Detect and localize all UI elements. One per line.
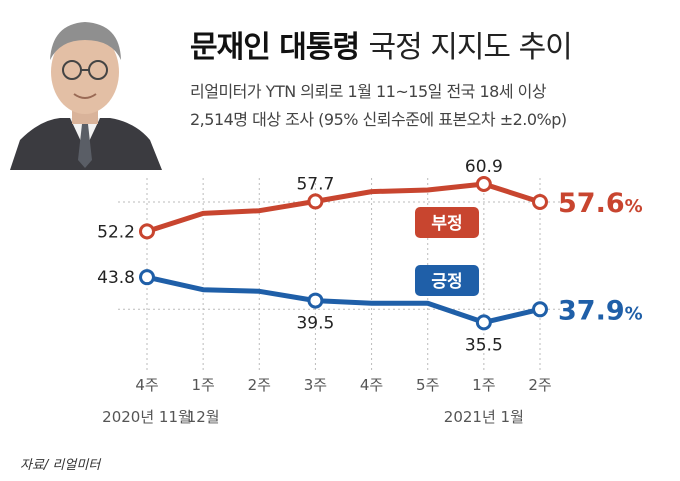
subtitle-line-2: 2,514명 대상 조사 (95% 신뢰수준에 표본오차 ±2.0%p) [190,110,567,129]
series-badge [415,265,479,296]
final-value-unit: % [625,303,643,324]
data-point [532,193,548,210]
x-tick-label: 2주 [248,376,271,394]
data-point [475,314,492,331]
source-note: 자료/ 리얼미터 [20,458,101,473]
period-label: 2021년 1월 [444,408,524,426]
period-label: 12월 [187,408,220,426]
data-label: 35.5 [465,335,503,355]
data-point [139,269,155,286]
series-line [144,181,543,234]
data-point [532,301,548,318]
data-label: 60.9 [465,157,503,177]
series-name-label: 긍정 [431,272,462,292]
data-point [475,175,492,192]
x-tick-label: 1주 [472,376,495,394]
data-label: 39.5 [296,314,334,334]
series-line [144,274,543,325]
x-tick-label: 3주 [304,376,327,394]
chart-title: 문재인 대통령 국정 지지도 추이 [190,30,573,65]
data-point [307,292,324,309]
president-portrait [0,0,170,170]
final-value-label: 37.9% [558,295,643,326]
data-label: 52.2 [97,222,135,242]
data-label: 43.8 [97,268,135,288]
series-badge [415,207,479,238]
series-name-label: 부정 [431,214,462,234]
period-label: 2020년 11월 [102,408,192,426]
data-point [139,223,155,240]
x-tick-label: 4주 [135,376,158,394]
x-tick-label: 1주 [191,376,214,394]
x-tick-label: 5주 [416,376,439,394]
x-tick-label: 2주 [528,376,551,394]
data-point [307,193,324,210]
subtitle-line-1: 리얼미터가 YTN 의뢰로 1월 11~15일 전국 18세 이상 [190,82,547,101]
data-label: 57.7 [296,174,334,194]
final-value-label: 57.6% [558,188,643,219]
final-value-unit: % [625,196,643,217]
x-tick-label: 4주 [360,376,383,394]
